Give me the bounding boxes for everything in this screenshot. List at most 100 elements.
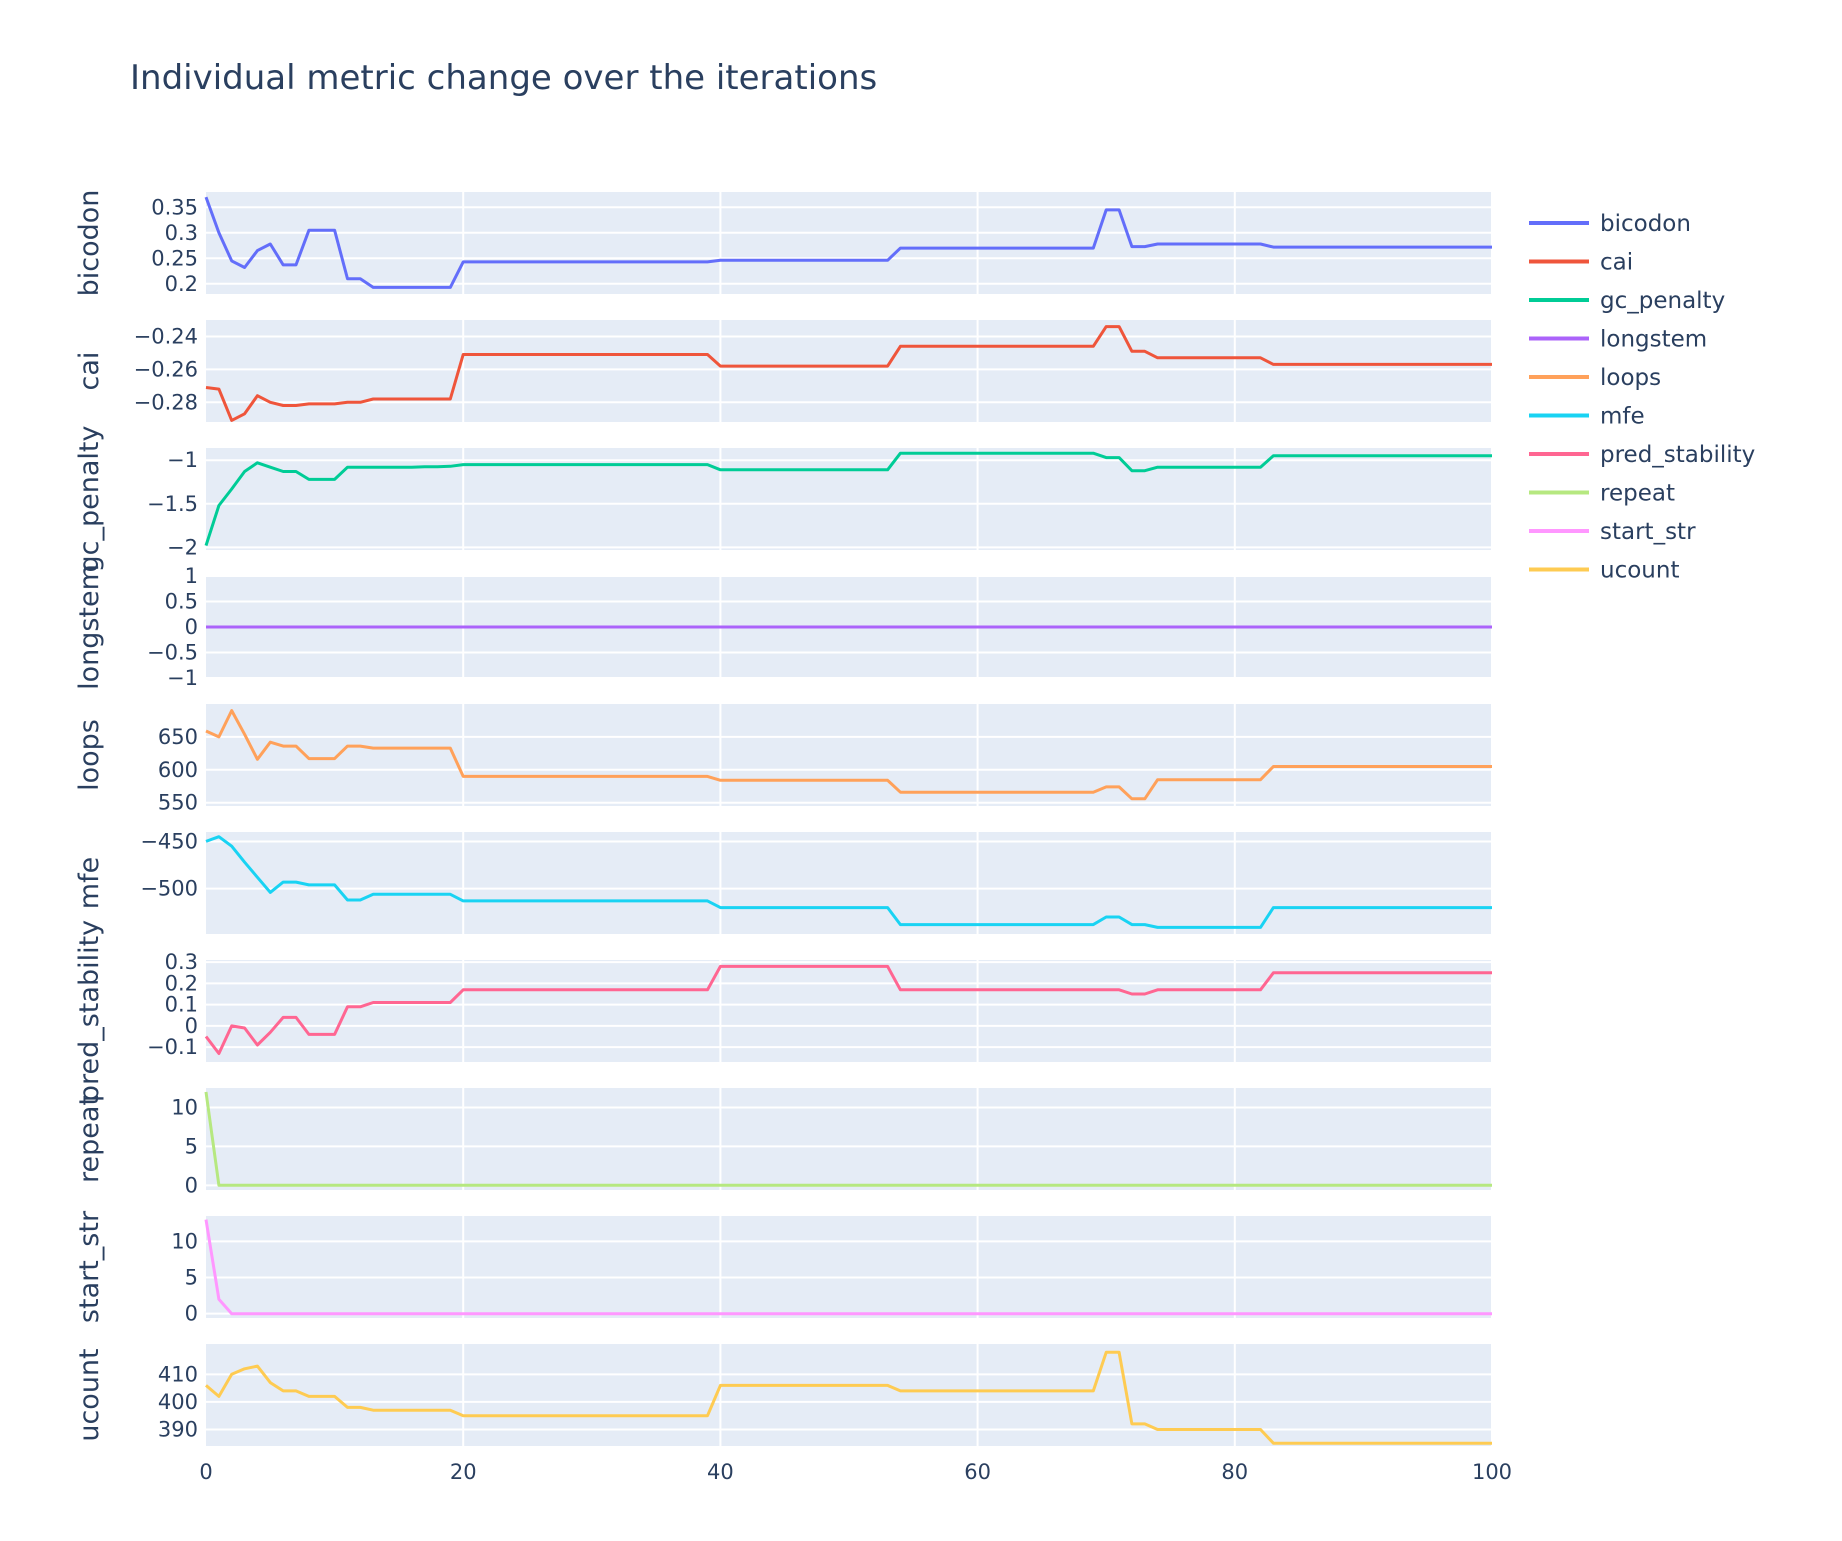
y-tick-label: 0.3 (165, 221, 198, 245)
y-axis-title: bicodon (74, 190, 105, 297)
y-tick-label: 0.2 (165, 971, 198, 995)
y-axis-title: loops (74, 719, 105, 791)
legend-item-ucount[interactable]: ucount (1529, 558, 1679, 584)
panel-background (206, 320, 1492, 422)
panel-background (206, 1216, 1492, 1318)
series-line-loops (205, 709, 1492, 801)
legend-item-loops[interactable]: loops (1529, 365, 1661, 391)
y-tick-label: −0.1 (147, 1035, 198, 1059)
panel-background (206, 832, 1492, 934)
legend-label: ucount (1600, 558, 1679, 584)
legend-label: mfe (1600, 404, 1645, 430)
y-axis-title: gc_penalty (74, 426, 105, 573)
legend-label: repeat (1600, 481, 1675, 507)
y-tick-label: 410 (158, 1362, 198, 1386)
panel-longstem: −1−0.500.51 longstem (74, 564, 1493, 690)
y-tick-label: 1 (185, 564, 198, 588)
legend-item-cai[interactable]: cai (1529, 250, 1633, 276)
series-line-ucount (205, 1350, 1492, 1445)
y-tick-label: −0.24 (134, 324, 198, 348)
legend-item-pred_stability[interactable]: pred_stability (1529, 442, 1755, 468)
legend-item-gc_penalty[interactable]: gc_penalty (1529, 288, 1725, 314)
y-tick-label: 600 (158, 758, 198, 782)
y-tick-label: −0.26 (134, 357, 198, 381)
x-tick-label: 80 (1221, 1460, 1248, 1484)
legend-item-longstem[interactable]: longstem (1529, 327, 1707, 353)
panel-background (206, 1344, 1492, 1446)
legend-label: start_str (1600, 519, 1696, 545)
panel-cai: −0.28 −0.26 −0.24 cai (74, 320, 1493, 422)
panel-mfe: −500 −450 mfe (74, 829, 1493, 934)
panel-background (206, 704, 1492, 806)
legend-label: bicodon (1600, 211, 1691, 237)
legend-label: cai (1600, 250, 1633, 276)
y-tick-label: 0.25 (151, 246, 198, 270)
y-axis-title: pred_stability (74, 920, 105, 1102)
y-axis-title: ucount (74, 1348, 105, 1441)
legend-item-bicodon[interactable]: bicodon (1529, 211, 1691, 237)
y-tick-label: 550 (158, 791, 198, 815)
panel-background (206, 448, 1492, 550)
y-tick-label: −0.28 (134, 390, 198, 414)
y-tick-label: −2 (167, 535, 198, 559)
y-tick-label: −450 (140, 829, 198, 853)
series-line-gc_penalty (204, 451, 1492, 547)
subplot-panels: 0.20.250.30.35bicodon−0.28−0.26−0.24cai−… (74, 190, 1493, 1446)
x-tick-label: 40 (707, 1460, 734, 1484)
y-tick-label: −500 (140, 877, 198, 901)
y-tick-label: 650 (158, 725, 198, 749)
y-tick-label: 0 (185, 1014, 198, 1038)
y-axis-title: start_str (74, 1210, 105, 1323)
x-tick-label: 60 (964, 1460, 991, 1484)
y-tick-label: −0.5 (147, 641, 198, 665)
series-line-start_str (204, 1219, 1492, 1316)
y-tick-label: 0 (185, 615, 198, 639)
series-line-pred_stability (204, 964, 1492, 1055)
x-tick-label: 0 (199, 1460, 212, 1484)
y-tick-label: −1.5 (147, 492, 198, 516)
y-tick-label: 0 (185, 1302, 198, 1326)
series-line-cai (205, 325, 1492, 422)
legend-label: loops (1600, 365, 1661, 391)
panel-start_str: 0 5 10 start_str (74, 1210, 1493, 1326)
y-tick-label: 10 (171, 1229, 198, 1253)
panel-ucount: 390 400 410 ucount (74, 1344, 1493, 1446)
y-tick-label: 0.5 (165, 590, 198, 614)
y-tick-label: −1 (167, 666, 198, 690)
y-tick-label: 400 (158, 1390, 198, 1414)
y-axis-title: longstem (74, 564, 105, 690)
y-tick-label: 0 (185, 1173, 198, 1197)
panel-repeat: 0 5 10 repeat (74, 1088, 1493, 1197)
panel-bicodon: 0.20.250.30.35 bicodon (74, 190, 1493, 297)
y-tick-label: 5 (185, 1134, 198, 1158)
series-line-repeat (204, 1091, 1492, 1187)
series-line-mfe (205, 835, 1492, 929)
y-tick-label: 0.3 (165, 950, 198, 974)
panel-background (206, 192, 1492, 294)
x-tick-label: 20 (450, 1460, 477, 1484)
legend-item-start_str[interactable]: start_str (1529, 519, 1696, 545)
y-tick-label: 5 (185, 1265, 198, 1289)
panel-loops: 550 600 650 loops (74, 704, 1493, 815)
y-tick-label: 0.2 (165, 272, 198, 296)
legend-label: pred_stability (1600, 442, 1755, 468)
legend-label: longstem (1600, 327, 1707, 353)
panel-background (206, 1088, 1492, 1190)
legend-item-repeat[interactable]: repeat (1529, 481, 1675, 507)
y-axis-title: cai (74, 352, 105, 391)
panel-pred_stability: −0.100.10.20.3 pred_stability (74, 920, 1493, 1102)
legend-item-mfe[interactable]: mfe (1529, 404, 1645, 430)
panel-background (206, 960, 1492, 1062)
y-axis-title: repeat (74, 1095, 105, 1183)
y-tick-label: −1 (167, 448, 198, 472)
legend: bicodon cai gc_penalty longstem loops mfe pred… (1529, 211, 1755, 584)
chart-title: Individual metric change over the iterat… (130, 58, 877, 98)
y-axis-title: mfe (74, 857, 105, 909)
y-tick-label: 390 (158, 1417, 198, 1441)
series-line-bicodon (204, 196, 1492, 289)
y-tick-label: 10 (171, 1095, 198, 1119)
y-tick-label: 0.35 (151, 195, 198, 219)
panel-gc_penalty: −2 −1.5 −1 gc_penalty (74, 426, 1493, 573)
